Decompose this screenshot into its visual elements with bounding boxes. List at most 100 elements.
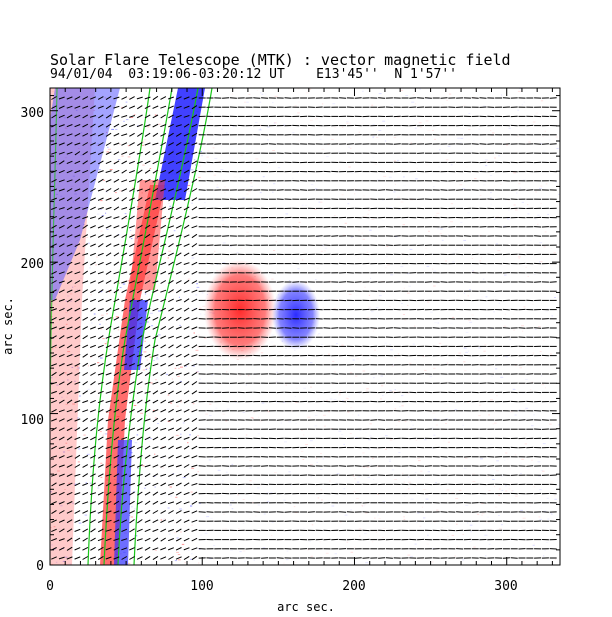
field-vector: [74, 381, 81, 385]
noise-speck: [136, 434, 139, 436]
noise-speck: [463, 239, 467, 241]
field-vector: [168, 445, 174, 450]
field-vector: [105, 105, 112, 110]
field-vector: [58, 501, 65, 505]
noise-speck: [79, 340, 82, 342]
noise-speck: [533, 543, 535, 545]
field-vector: [105, 261, 112, 266]
field-vector: [152, 417, 159, 423]
noise-speck: [211, 374, 214, 376]
noise-speck: [114, 161, 116, 163]
noise-speck: [161, 389, 163, 390]
field-vector: [58, 427, 65, 432]
noise-speck: [260, 485, 262, 487]
noise-speck: [383, 280, 385, 282]
field-vector: [51, 492, 57, 496]
noise-speck: [209, 361, 212, 363]
field-vector: [152, 390, 159, 395]
noise-speck: [390, 104, 394, 106]
noise-speck: [539, 187, 542, 189]
field-vector: [129, 528, 135, 533]
field-vector: [183, 298, 190, 303]
field-vector: [129, 344, 135, 348]
field-vector: [58, 179, 65, 183]
noise-speck: [432, 268, 434, 270]
noise-speck: [229, 246, 232, 247]
noise-speck: [264, 241, 267, 242]
noise-speck: [482, 278, 485, 280]
noise-speck: [439, 137, 442, 138]
noise-speck: [159, 270, 161, 271]
field-vector: [74, 537, 81, 542]
noise-speck: [389, 460, 391, 462]
noise-speck: [514, 498, 515, 499]
field-vector: [74, 436, 81, 440]
noise-speck: [123, 120, 125, 122]
noise-speck: [332, 360, 335, 362]
noise-speck: [313, 445, 316, 447]
field-vector: [66, 271, 73, 275]
noise-speck: [204, 532, 208, 534]
noise-speck: [426, 543, 429, 545]
field-vector: [129, 307, 135, 312]
noise-speck: [493, 218, 496, 220]
field-vector: [167, 483, 175, 486]
noise-speck: [539, 518, 542, 520]
field-vector: [97, 538, 104, 542]
field-vector: [152, 363, 159, 367]
field-vector: [144, 325, 151, 331]
noise-speck: [432, 129, 434, 131]
noise-speck: [414, 103, 417, 105]
noise-speck: [96, 256, 98, 258]
field-vector: [58, 96, 65, 100]
noise-speck: [458, 438, 460, 440]
noise-speck: [490, 399, 493, 401]
noise-speck: [56, 384, 59, 386]
noise-speck: [450, 221, 453, 223]
field-vector: [183, 408, 190, 413]
field-vector: [160, 528, 167, 533]
noise-speck: [53, 332, 56, 334]
noise-speck: [378, 295, 382, 297]
noise-speck: [447, 145, 451, 147]
noise-speck: [140, 549, 142, 551]
field-vector: [82, 224, 88, 229]
noise-speck: [501, 94, 503, 96]
field-vector: [89, 216, 97, 219]
noise-speck: [407, 554, 411, 556]
noise-speck: [265, 96, 268, 98]
field-vector: [97, 271, 104, 275]
noise-speck: [394, 183, 396, 185]
noise-speck: [521, 100, 524, 101]
noise-speck: [403, 176, 405, 178]
noise-speck: [463, 361, 466, 363]
noise-speck: [330, 281, 333, 283]
field-vector: [144, 160, 151, 165]
noise-speck: [418, 122, 422, 124]
noise-speck: [372, 123, 375, 125]
field-vector: [144, 391, 151, 394]
noise-speck: [366, 388, 369, 390]
field-vector: [82, 96, 89, 100]
noise-speck: [355, 375, 358, 377]
noise-speck: [511, 490, 514, 492]
field-vector: [160, 179, 167, 183]
noise-speck: [223, 359, 225, 361]
noise-speck: [173, 532, 177, 534]
noise-speck: [145, 367, 148, 369]
noise-speck: [249, 467, 252, 469]
field-vector: [175, 455, 182, 459]
noise-speck: [354, 546, 356, 548]
noise-speck: [556, 148, 559, 149]
field-vector: [58, 234, 65, 238]
noise-speck: [362, 195, 365, 197]
noise-speck: [336, 299, 339, 301]
field-vector: [105, 151, 112, 155]
noise-speck: [389, 344, 392, 346]
field-vector: [66, 446, 73, 450]
noise-speck: [297, 112, 300, 114]
noise-speck: [362, 433, 364, 434]
noise-speck: [91, 443, 93, 444]
field-vector: [58, 381, 65, 386]
noise-speck: [447, 536, 449, 538]
